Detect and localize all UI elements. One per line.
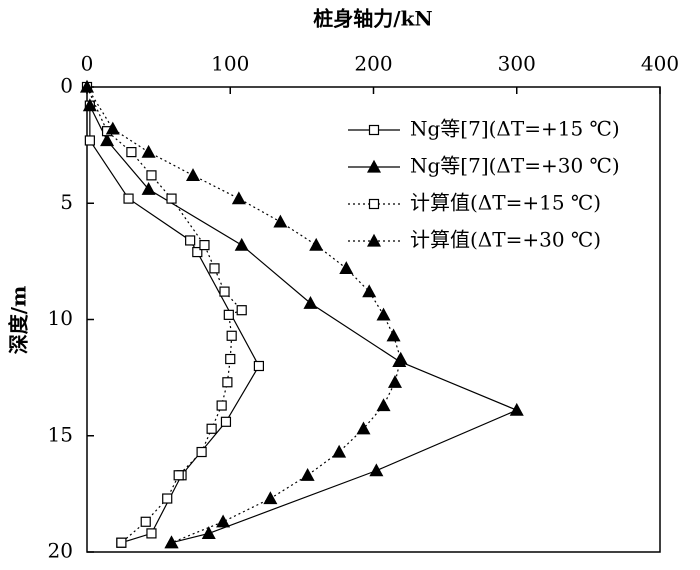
data-point <box>140 516 151 527</box>
data-point <box>105 121 120 135</box>
data-point <box>226 330 237 341</box>
legend-label: Ng等[7](ΔT=+15 ℃) <box>410 117 620 141</box>
data-point <box>146 170 157 181</box>
data-point <box>369 463 384 477</box>
data-point <box>166 193 177 204</box>
data-point <box>509 402 524 416</box>
data-point <box>219 286 230 297</box>
data-point <box>185 168 201 181</box>
y-tick-label: 5 <box>60 190 73 214</box>
data-point <box>141 182 156 195</box>
data-point <box>376 307 391 321</box>
y-tick-label: 20 <box>48 539 73 563</box>
data-point <box>253 360 264 372</box>
data-point <box>216 400 227 411</box>
data-point <box>303 295 318 309</box>
data-point <box>209 263 220 274</box>
data-point <box>309 237 324 251</box>
x-tick-label: 300 <box>498 52 536 76</box>
x-tick-label: 400 <box>641 52 679 76</box>
data-point <box>234 237 249 251</box>
x-tick-label: 0 <box>81 52 94 76</box>
legend-label: 计算值(ΔT=+30 ℃) <box>410 228 601 252</box>
data-point <box>223 309 234 320</box>
y-tick-label: 0 <box>60 74 73 98</box>
data-point <box>82 98 97 112</box>
data-point <box>231 191 246 205</box>
data-point <box>339 261 354 274</box>
y-tick-label: 15 <box>48 422 73 446</box>
legend-marker <box>368 198 380 210</box>
legend-marker <box>366 159 382 173</box>
data-point <box>79 79 95 93</box>
data-point <box>273 214 288 228</box>
series-line <box>89 105 519 544</box>
legend-label: 计算值(ΔT=+15 ℃) <box>410 191 601 215</box>
data-point <box>123 193 134 204</box>
x-tick-label: 200 <box>354 52 392 76</box>
data-point <box>126 147 137 158</box>
data-point <box>332 444 347 458</box>
data-point <box>216 514 231 528</box>
data-point <box>201 526 216 540</box>
series-line <box>86 86 243 544</box>
y-axis-label: 深度/m <box>7 286 31 354</box>
series-line <box>89 105 260 544</box>
data-point <box>173 470 184 481</box>
x-axis-label: 桩身轴力/kN <box>313 7 432 31</box>
data-point <box>362 284 377 298</box>
legend-marker <box>368 124 380 136</box>
series-line <box>86 86 402 544</box>
data-point <box>376 398 391 412</box>
data-point <box>164 535 179 549</box>
x-tick-label: 100 <box>211 52 249 76</box>
data-point <box>222 377 233 388</box>
data-point <box>356 421 371 435</box>
data-point <box>300 468 315 481</box>
data-point <box>100 133 115 147</box>
data-point <box>225 353 236 365</box>
data-point <box>185 235 196 246</box>
data-point <box>146 528 157 539</box>
data-point <box>196 446 207 458</box>
data-point <box>387 375 402 388</box>
data-point <box>386 328 401 342</box>
data-point <box>206 423 217 434</box>
data-point <box>116 537 127 548</box>
data-point <box>162 493 173 504</box>
legend-marker <box>366 233 382 247</box>
data-point <box>192 246 203 258</box>
data-point <box>84 135 95 146</box>
data-point <box>236 305 247 316</box>
data-point <box>199 240 210 251</box>
data-point <box>393 351 408 365</box>
y-tick-label: 10 <box>48 306 73 330</box>
data-point <box>141 144 156 158</box>
data-point <box>263 491 278 505</box>
data-point <box>220 416 232 427</box>
legend-label: Ng等[7](ΔT=+30 ℃) <box>410 154 620 178</box>
